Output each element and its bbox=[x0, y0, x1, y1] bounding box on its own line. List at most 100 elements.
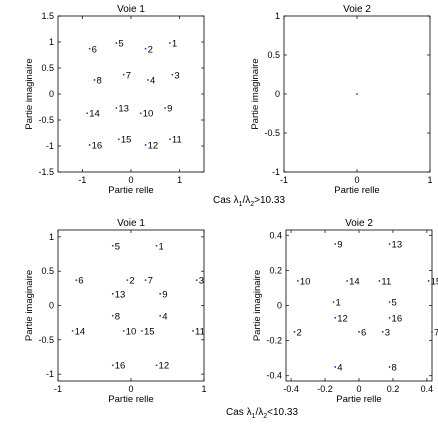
point-label: 2 bbox=[148, 44, 153, 55]
point-label: 7 bbox=[126, 70, 131, 81]
point-label: 8 bbox=[392, 362, 397, 373]
x-axis-label: Partie relle bbox=[108, 185, 153, 196]
y-tick-label: 0 bbox=[49, 89, 54, 99]
constellation-point bbox=[159, 314, 162, 317]
x-axis-label: Partie relle bbox=[108, 394, 153, 405]
point-label: 11 bbox=[172, 135, 182, 146]
y-tick-label: -1 bbox=[46, 141, 54, 151]
constellation-point bbox=[141, 329, 143, 332]
x-tick-label: 1 bbox=[201, 384, 206, 394]
constellation-point bbox=[147, 79, 149, 81]
point-label: 4 bbox=[162, 311, 167, 322]
point-label: 9 bbox=[167, 104, 172, 115]
constellation-point bbox=[334, 316, 337, 319]
point-label: 14 bbox=[89, 109, 100, 120]
point-label: 11 bbox=[381, 276, 391, 287]
x-tick-label: -0.2 bbox=[317, 384, 333, 394]
panel-bottom-left-voie1: Voie 1 -1 0 1 -1 -0.5 0 0.5 1 Partie relle Partie … bbox=[24, 218, 207, 405]
panel-top-right-voie2: Voie 2 -1 0 1 -1 -0.5 0 0.5 1 Partie relle Partie … bbox=[250, 4, 433, 196]
constellation-point bbox=[334, 366, 337, 368]
constellation-point bbox=[346, 280, 349, 282]
constellation-point bbox=[164, 107, 166, 109]
point-label: 6 bbox=[92, 44, 97, 55]
constellation-point bbox=[144, 144, 147, 146]
point-label: 2 bbox=[296, 327, 301, 338]
constellation-point bbox=[122, 73, 125, 76]
point-label: 4 bbox=[150, 75, 155, 86]
point-label: 12 bbox=[337, 313, 348, 324]
point-label: 3 bbox=[385, 327, 390, 338]
constellation-point bbox=[169, 138, 171, 141]
constellation-point bbox=[332, 301, 335, 303]
constellation-point bbox=[195, 279, 198, 282]
y-tick-label: -0.5 bbox=[38, 335, 54, 345]
point-label: 8 bbox=[97, 75, 102, 86]
x-tick-label: 0 bbox=[354, 175, 359, 185]
x-axis-label: Partie relle bbox=[336, 394, 381, 405]
panel-title: Voie 1 bbox=[117, 4, 145, 15]
point-label: 10 bbox=[300, 276, 311, 287]
y-axis-label: Partie imaginaire bbox=[250, 58, 261, 129]
constellation-point bbox=[111, 244, 114, 247]
point-label: 14 bbox=[349, 276, 360, 287]
panel-top-left-voie1: Voie 1 -1 0 1 -1.5 -1 -0.5 0 0.5 1 1.5 Partie relle… bbox=[24, 4, 205, 196]
point-label: 13 bbox=[118, 104, 129, 115]
point-label: 8 bbox=[115, 311, 120, 322]
point-label: 16 bbox=[115, 361, 126, 372]
constellation-point bbox=[144, 47, 147, 50]
plot-frame bbox=[57, 15, 205, 173]
point-label: 5 bbox=[392, 297, 397, 308]
constellation-point bbox=[334, 243, 337, 245]
constellation-point bbox=[88, 144, 91, 146]
y-tick-label: 1 bbox=[49, 37, 54, 47]
constellation-point bbox=[356, 93, 358, 95]
point-label: 11 bbox=[195, 326, 205, 337]
y-tick-label: 0.4 bbox=[269, 230, 282, 240]
constellation-point bbox=[111, 314, 114, 317]
x-tick-label: 0 bbox=[128, 175, 133, 185]
y-tick-label: 0.5 bbox=[267, 50, 280, 60]
constellation-point bbox=[155, 244, 158, 247]
x-axis-label: Partie relle bbox=[334, 185, 379, 196]
y-tick-label: 1 bbox=[275, 11, 280, 21]
constellation-point bbox=[171, 73, 174, 76]
constellation-point bbox=[111, 364, 114, 367]
y-tick-label: 0.5 bbox=[41, 266, 54, 276]
point-label: 15 bbox=[121, 135, 132, 146]
y-axis-label: Partie imaginaire bbox=[24, 58, 35, 129]
constellation-point bbox=[293, 330, 296, 333]
constellation-point bbox=[378, 280, 381, 282]
y-tick-label: 0 bbox=[275, 89, 280, 99]
y-tick-label: 0 bbox=[49, 301, 54, 311]
point-label: 1 bbox=[336, 297, 341, 308]
panel-title: Voie 2 bbox=[343, 4, 371, 15]
x-tick-label: 0.4 bbox=[421, 384, 434, 394]
point-label: 9 bbox=[162, 289, 167, 300]
constellation-point bbox=[71, 329, 74, 332]
constellation-point bbox=[296, 280, 299, 282]
y-tick-label: 0.5 bbox=[41, 63, 54, 73]
x-tick-label: 1 bbox=[177, 175, 182, 185]
plot-frame bbox=[57, 229, 205, 382]
constellation-point bbox=[388, 243, 391, 245]
point-label: 7 bbox=[434, 327, 438, 338]
x-tick-label: 1 bbox=[427, 175, 432, 185]
point-label: 1 bbox=[159, 241, 164, 252]
point-label: 7 bbox=[148, 276, 153, 287]
caption-bottom: Cas λ1/λ2<10.33 bbox=[226, 407, 298, 420]
point-label: 16 bbox=[392, 313, 403, 324]
point-label: 13 bbox=[392, 240, 403, 251]
x-tick-label: 0.2 bbox=[387, 384, 400, 394]
y-axis-label: Partie imaginaire bbox=[24, 270, 35, 341]
panel-title: Voie 2 bbox=[345, 218, 373, 229]
y-tick-label: -1 bbox=[272, 167, 280, 177]
point-label: 3 bbox=[174, 70, 179, 81]
x-tick-label: -1 bbox=[78, 175, 86, 185]
point-label: 10 bbox=[143, 109, 154, 120]
constellation-point bbox=[358, 330, 360, 333]
constellation-point bbox=[86, 112, 89, 115]
point-label: 4 bbox=[337, 362, 342, 373]
y-tick-label: -1 bbox=[46, 369, 54, 379]
constellation-point bbox=[388, 366, 391, 368]
